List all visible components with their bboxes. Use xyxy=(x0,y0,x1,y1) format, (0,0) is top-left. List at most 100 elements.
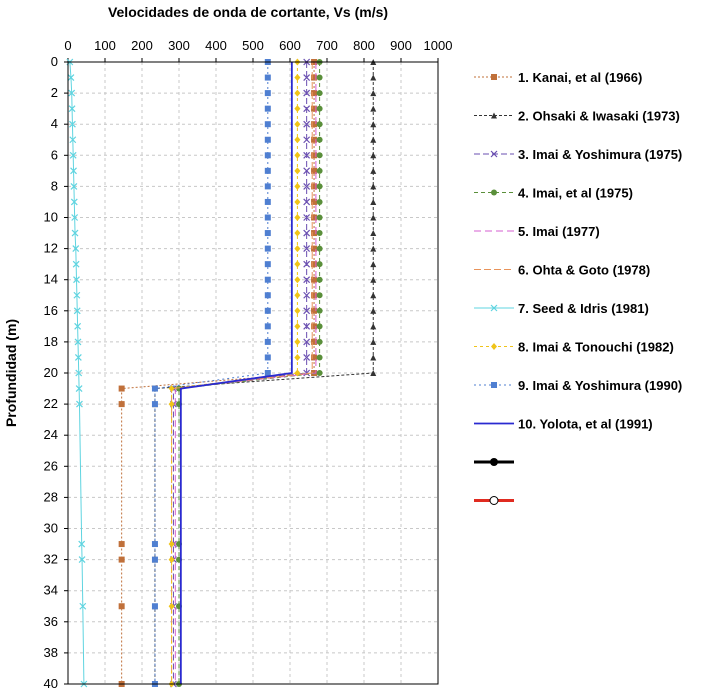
series-line xyxy=(154,62,269,684)
data-point xyxy=(264,307,271,314)
data-point xyxy=(316,74,323,81)
data-point xyxy=(311,307,318,314)
data-point xyxy=(264,183,271,190)
data-point xyxy=(370,198,377,205)
data-point xyxy=(118,401,125,408)
data-point xyxy=(70,198,78,206)
data-point xyxy=(118,385,125,392)
series-3 xyxy=(170,58,311,688)
y-axis-label: Profundidad (m) xyxy=(3,319,19,427)
data-point xyxy=(370,307,377,314)
data-point xyxy=(70,167,77,175)
data-point xyxy=(151,541,158,548)
data-point xyxy=(168,385,175,393)
data-point xyxy=(311,121,318,128)
x-tick-label: 300 xyxy=(168,38,190,53)
data-point xyxy=(311,292,318,299)
data-point xyxy=(316,105,323,112)
data-point xyxy=(264,245,271,252)
data-point xyxy=(151,556,158,563)
data-point xyxy=(75,369,83,377)
data-point xyxy=(68,89,76,97)
data-point xyxy=(311,323,318,330)
legend-label: 2. Ohsaki & Iwasaki (1973) xyxy=(518,109,680,124)
data-point xyxy=(316,183,323,190)
data-point xyxy=(264,323,271,330)
data-point xyxy=(73,307,81,315)
data-point xyxy=(370,276,377,283)
data-point xyxy=(67,74,75,81)
data-point xyxy=(294,260,301,268)
data-point xyxy=(370,323,377,330)
data-point xyxy=(311,261,318,268)
data-point xyxy=(370,74,377,81)
data-point xyxy=(316,167,323,174)
data-point xyxy=(370,90,377,97)
data-point xyxy=(294,167,301,175)
data-point xyxy=(76,400,83,408)
y-tick-label: 32 xyxy=(44,552,58,567)
data-point xyxy=(311,230,318,237)
data-point xyxy=(311,338,318,345)
series-4 xyxy=(176,59,323,687)
data-point xyxy=(370,183,377,190)
x-tick-label: 200 xyxy=(131,38,153,53)
data-point xyxy=(294,198,301,206)
data-point xyxy=(303,354,311,361)
y-tick-label: 0 xyxy=(51,54,58,69)
legend-label: 1. Kanai, et al (1966) xyxy=(518,70,642,85)
data-point xyxy=(69,136,77,144)
data-point xyxy=(294,291,301,299)
data-point xyxy=(75,385,83,392)
y-tick-label: 16 xyxy=(44,303,58,318)
data-point xyxy=(118,556,125,563)
data-point xyxy=(151,401,158,408)
data-point xyxy=(72,260,80,268)
data-point xyxy=(303,136,311,144)
x-tick-label: 700 xyxy=(316,38,338,53)
data-point xyxy=(294,120,301,128)
data-point xyxy=(264,276,271,283)
data-point xyxy=(264,152,271,159)
data-point xyxy=(303,74,311,81)
x-axis-ticks: 0 100 200 300 400 500 600 700 800 900 1000 xyxy=(64,38,452,62)
y-tick-label: 14 xyxy=(44,272,58,287)
y-tick-label: 38 xyxy=(44,645,58,660)
data-point xyxy=(264,90,271,97)
y-tick-label: 8 xyxy=(51,178,58,193)
data-point xyxy=(294,105,301,113)
series-10 xyxy=(179,62,293,684)
data-point xyxy=(316,370,323,376)
data-point xyxy=(294,307,301,315)
legend-marker xyxy=(490,458,498,466)
data-point xyxy=(68,105,76,113)
data-point xyxy=(264,261,271,268)
data-point xyxy=(311,183,318,190)
y-tick-label: 26 xyxy=(44,458,58,473)
data-point xyxy=(70,182,78,190)
series-5 xyxy=(174,62,317,684)
data-point xyxy=(74,354,82,361)
data-point xyxy=(311,245,318,252)
y-tick-label: 40 xyxy=(44,676,58,690)
data-point xyxy=(73,291,81,299)
grid xyxy=(67,61,439,685)
legend-item: 8. Imai & Tonouchi (1982) xyxy=(474,340,674,355)
series-8 xyxy=(168,58,301,688)
data-point xyxy=(118,603,125,610)
series-9 xyxy=(151,59,271,687)
data-point xyxy=(294,369,301,377)
data-point xyxy=(71,214,79,221)
data-point xyxy=(74,338,82,346)
legend-item: 3. Imai & Yoshimura (1975) xyxy=(474,147,682,162)
legend-marker xyxy=(491,189,497,196)
data-point xyxy=(71,229,79,237)
data-point xyxy=(303,369,311,377)
data-point xyxy=(294,89,301,97)
y-tick-label: 22 xyxy=(44,396,58,411)
data-point xyxy=(294,353,301,361)
data-point xyxy=(316,338,323,345)
data-point xyxy=(264,230,271,237)
y-tick-label: 6 xyxy=(51,147,58,162)
legend-item: 5. Imai (1977) xyxy=(474,224,600,239)
